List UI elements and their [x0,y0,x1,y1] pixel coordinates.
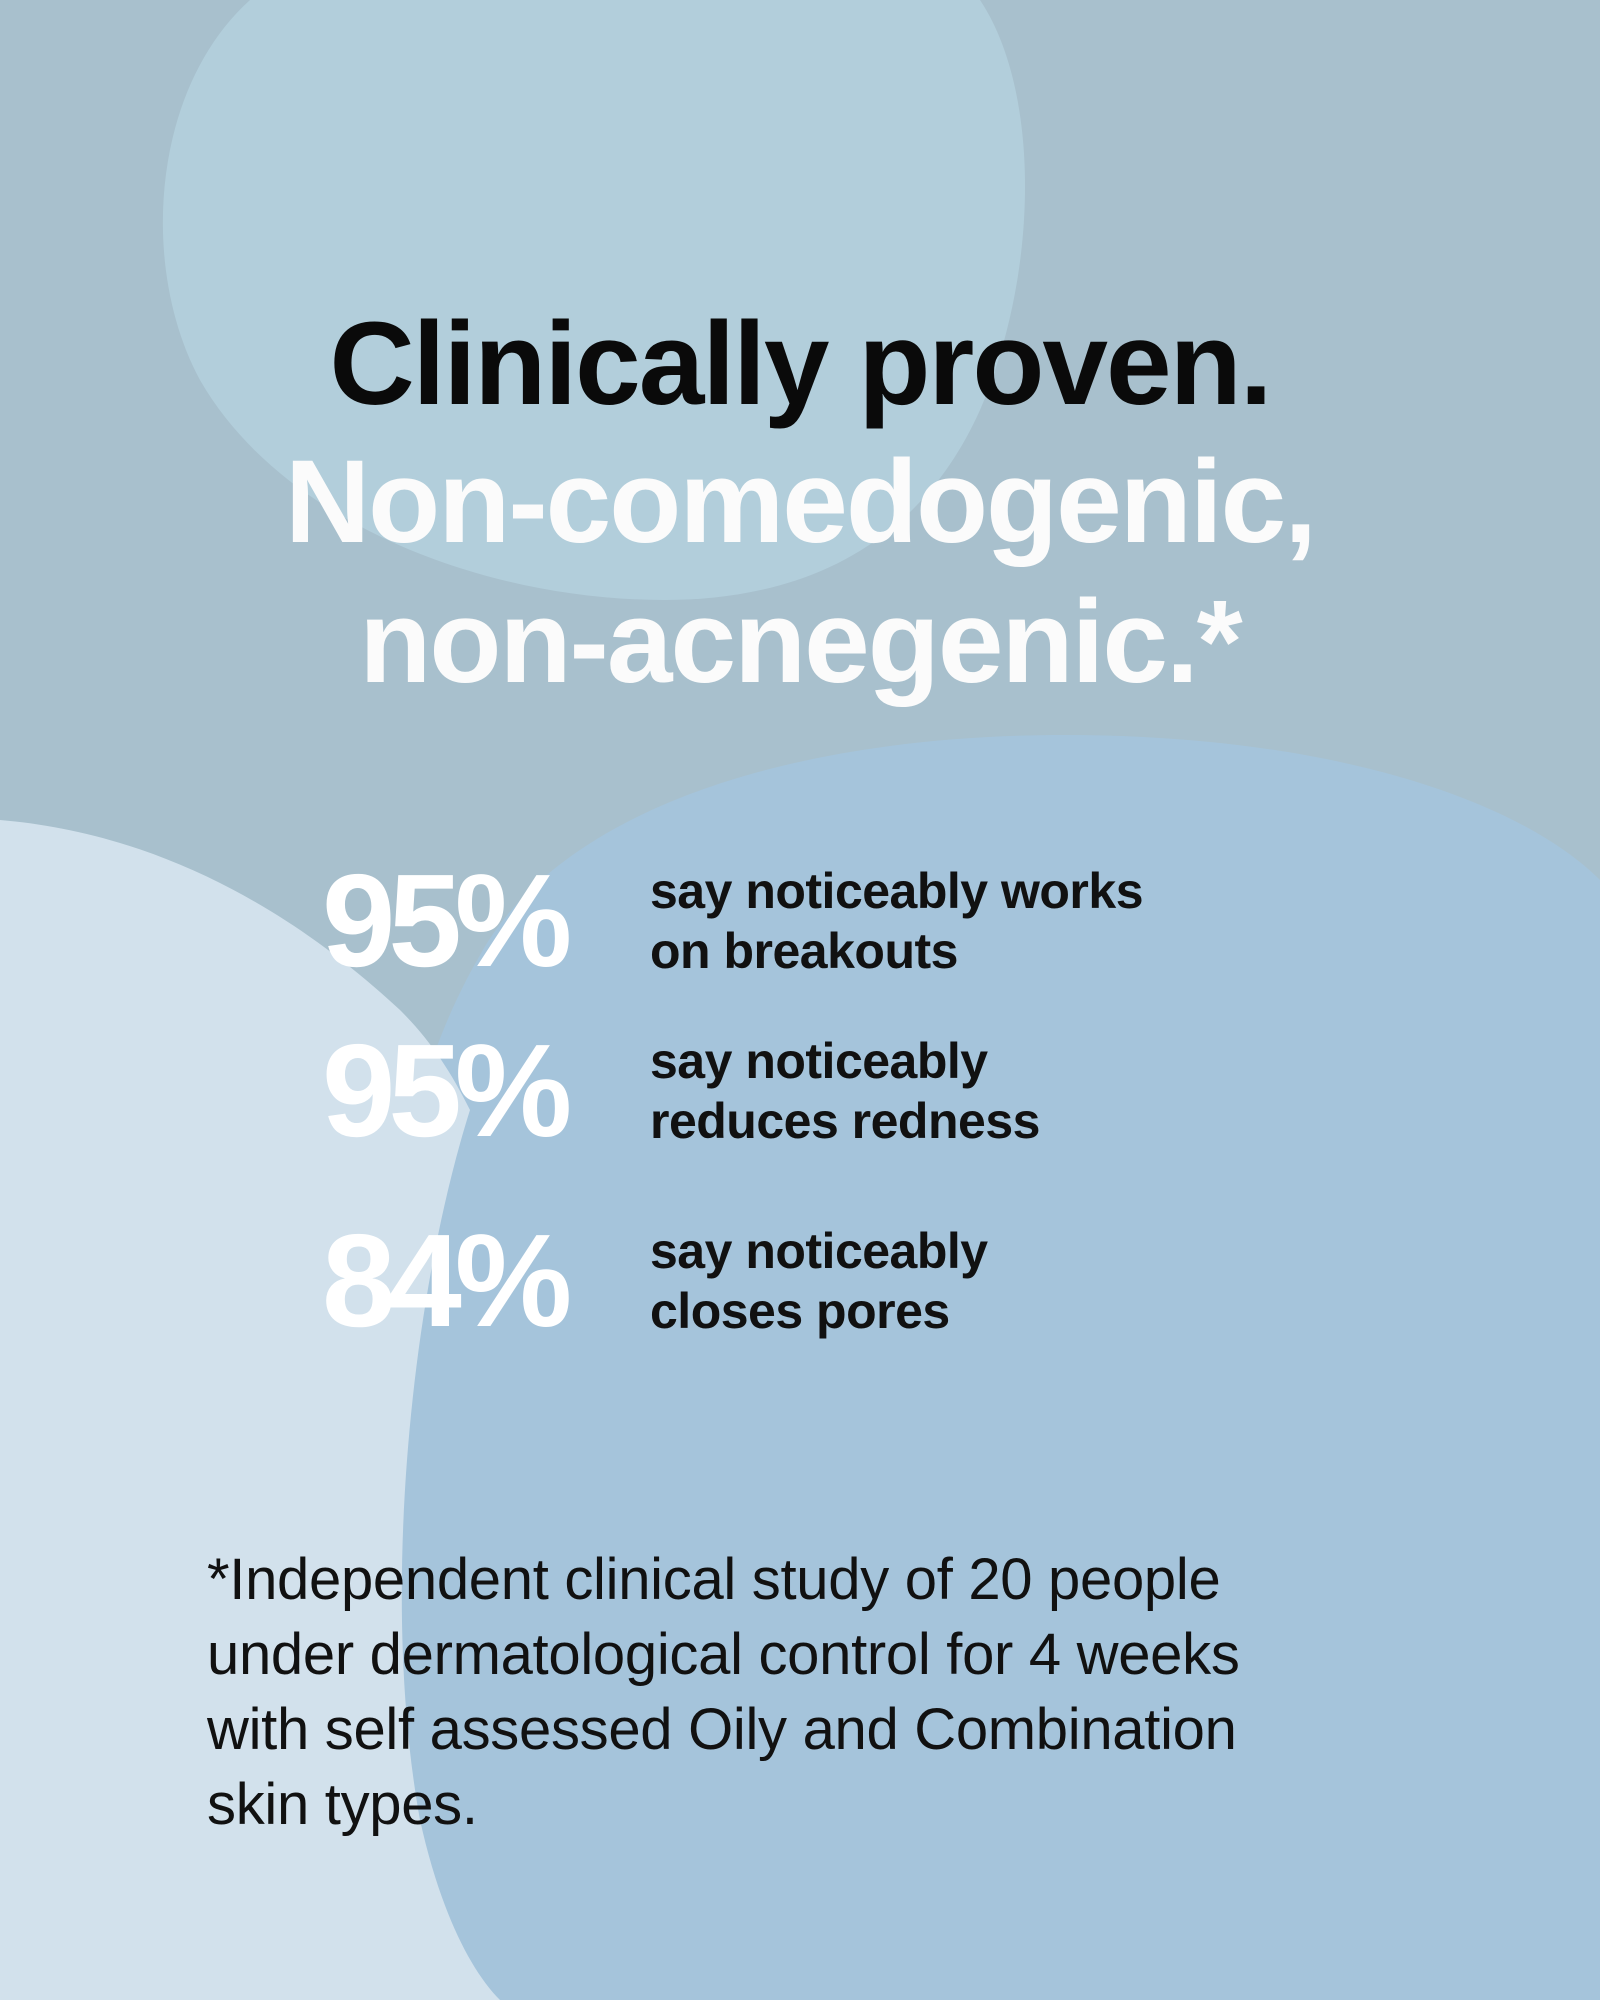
stat-description-line: reduces redness [650,1093,1040,1149]
stat-description: say noticeably works on breakouts [650,861,1144,981]
blob-right [373,735,1600,2000]
headline-line-2: Non-comedogenic, [284,436,1317,568]
footnote-line: under dermatological control for 4 weeks [207,1622,1240,1687]
blob-left [0,820,500,2000]
stat-description-line: on breakouts [650,923,958,979]
stat-description: say noticeably closes pores [650,1221,988,1341]
stat-row-pores: 84% say noticeably closes pores [322,1207,1322,1354]
headline-line-1: Clinically proven. [329,298,1272,430]
stat-percent: 84% [322,1207,572,1354]
headline: Clinically proven. Non-comedogenic, non-… [0,296,1600,712]
headline-line-3: non-acnegenic.* [359,576,1242,708]
stat-description-line: say noticeably [650,1033,988,1089]
stat-description-line: say noticeably [650,1223,988,1279]
stat-row-redness: 95% say noticeably reduces redness [322,1017,1322,1164]
stat-percent: 95% [322,847,572,994]
footnote-line: with self assessed Oily and Combination [207,1697,1237,1762]
stat-row-breakouts: 95% say noticeably works on breakouts [322,847,1322,994]
footnote-line: skin types. [207,1772,478,1837]
stat-description-line: say noticeably works [650,863,1144,919]
stat-percent: 95% [322,1017,572,1164]
blob-top [162,0,1025,600]
stat-description-line: closes pores [650,1283,950,1339]
footnote-line: *Independent clinical study of 20 people [207,1547,1221,1612]
stat-description: say noticeably reduces redness [650,1031,1040,1151]
footnote: *Independent clinical study of 20 people… [207,1542,1507,1842]
